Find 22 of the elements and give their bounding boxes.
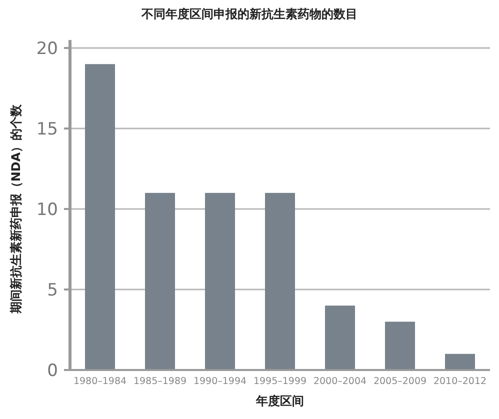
bar	[145, 192, 175, 370]
bar	[325, 306, 355, 370]
bar	[385, 322, 415, 370]
y-tick-label: 20	[36, 39, 58, 59]
bar	[205, 192, 235, 370]
chart-title: 不同年度区间申报的新抗生素药物的数目	[140, 7, 358, 21]
y-tick-label: 0	[47, 361, 58, 381]
x-tick-label: 2010–2012	[433, 376, 487, 387]
bar	[265, 192, 295, 370]
x-tick-label: 1980–1984	[73, 376, 127, 387]
y-tick-label: 10	[36, 200, 58, 220]
y-tick-label: 5	[47, 280, 58, 300]
x-tick-label: 2005–2009	[373, 376, 427, 387]
x-tick-label: 1985–1989	[133, 376, 187, 387]
x-tick-label: 1995–1999	[253, 376, 307, 387]
y-tick-label: 15	[36, 120, 58, 140]
x-tick-label: 2000–2004	[313, 376, 367, 387]
bar	[85, 64, 115, 370]
x-tick-label: 1990–1994	[193, 376, 247, 387]
x-axis-title: 年度区间	[255, 394, 304, 408]
y-axis-title: 期间新抗生素新药申报（NDA）的个数	[9, 103, 23, 315]
bar	[445, 354, 475, 370]
